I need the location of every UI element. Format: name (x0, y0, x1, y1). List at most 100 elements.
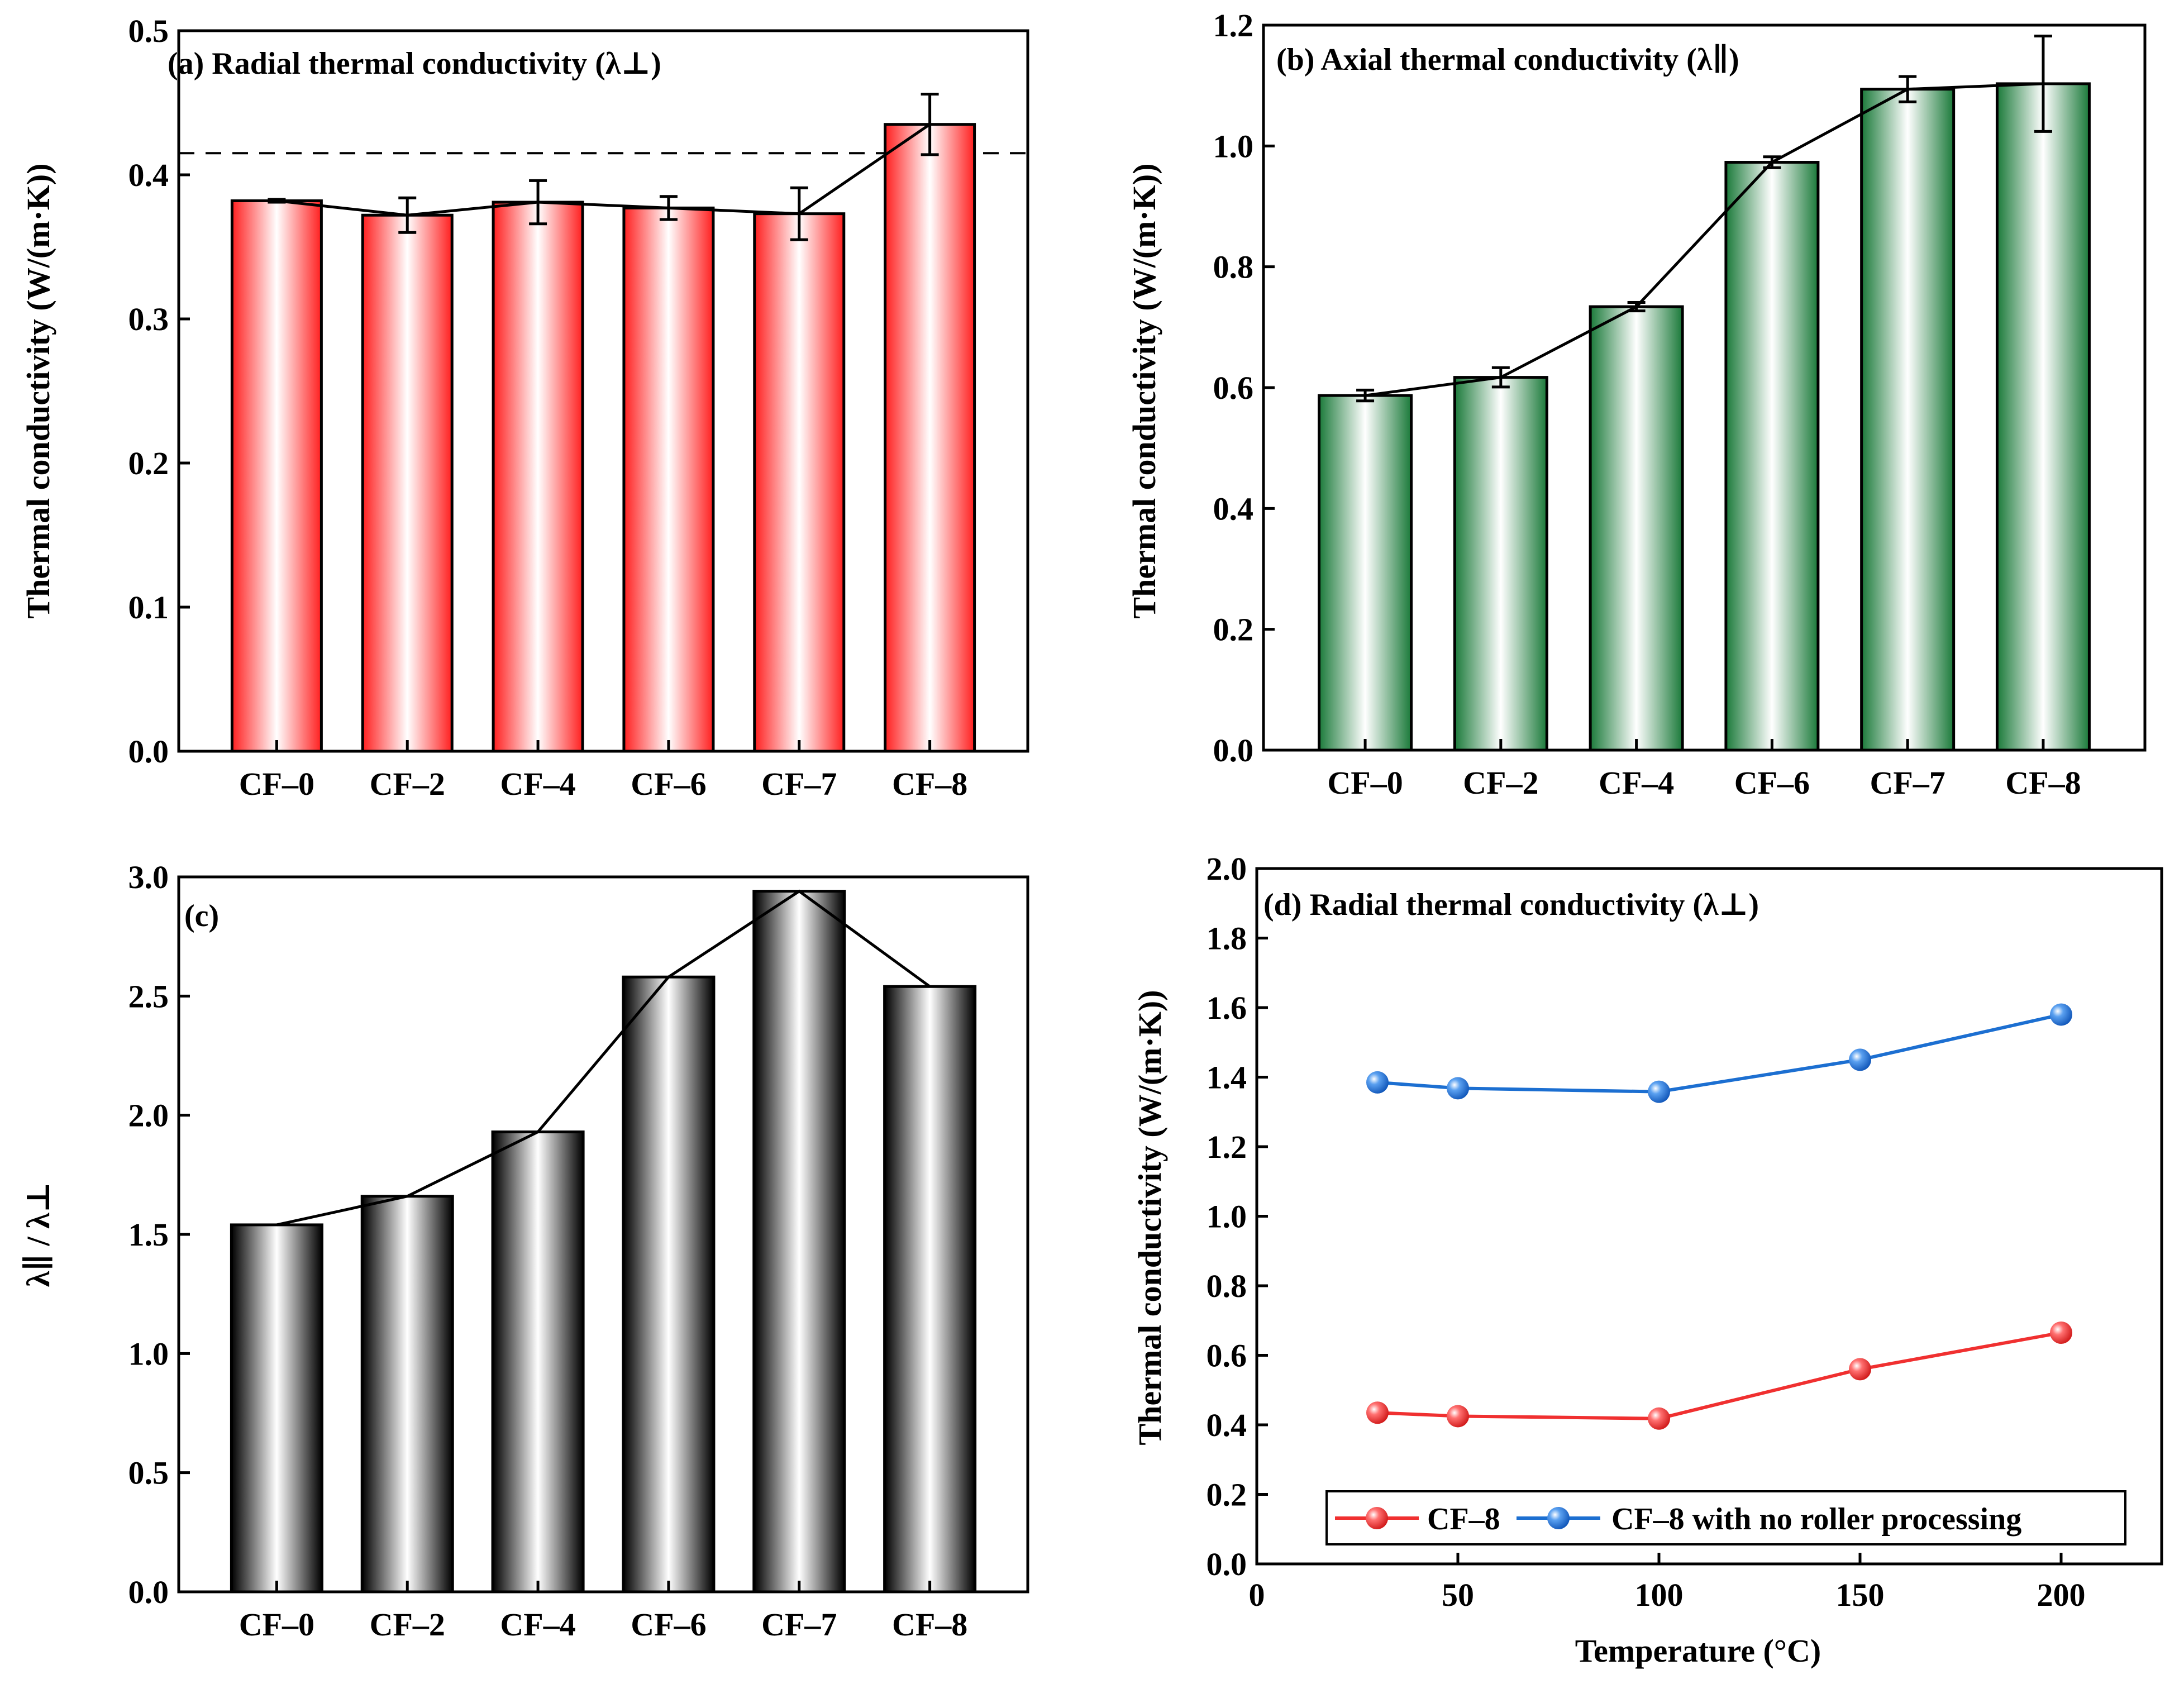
y-tick-label: 0.6 (1207, 1338, 1247, 1374)
panel-c-y-axis-label: λ∥ / λ⊥ (20, 1182, 56, 1287)
bar-cf-6 (622, 206, 715, 753)
y-tick-label: 1.6 (1207, 990, 1247, 1026)
trend-line (276, 123, 931, 217)
bar-cf-8 (884, 123, 976, 753)
y-tick-label: 0.0 (1213, 732, 1254, 769)
series-0-point (1849, 1358, 1871, 1381)
series-line-1 (1377, 1013, 2062, 1094)
series-0-point (1447, 1405, 1469, 1428)
y-tick-label: 0.0 (128, 733, 169, 770)
y-tick-label: 1.0 (1213, 128, 1254, 164)
x-tick-label: CF–4 (500, 1606, 575, 1643)
series-0-point (2050, 1322, 2072, 1344)
bar-cf-2 (1453, 376, 1548, 752)
y-tick-label: 0.0 (1207, 1546, 1247, 1582)
x-tick-label: CF–8 (892, 766, 967, 802)
bar-cf-7 (753, 212, 846, 753)
panel-d-x-axis-label: Temperature (°C) (1575, 1633, 1821, 1669)
x-tick-label: CF–0 (1327, 765, 1403, 801)
x-tick-label: CF–6 (1734, 765, 1810, 801)
y-tick-label: 0.2 (128, 445, 169, 481)
series-1-point (1366, 1071, 1389, 1094)
y-tick-label: 2.5 (128, 978, 169, 1014)
x-tick-label: CF–0 (239, 766, 314, 802)
y-tick-label: 1.2 (1213, 7, 1254, 44)
series-1-point (1849, 1048, 1871, 1071)
panel-d-temperature-chart: 0.0 0.2 0.4 0.6 0.8 1.0 1.2 1.4 1.6 1.8 2.0 0 50 100 1… (1132, 851, 2163, 1669)
x-tick-label: 100 (1635, 1577, 1684, 1613)
y-tick-label: 2.0 (128, 1098, 169, 1134)
bar-cf-0 (230, 1223, 323, 1594)
panel-a-title: (a) Radial thermal conductivity (λ⊥) (168, 46, 661, 81)
y-tick-label: 1.4 (1207, 1060, 1247, 1096)
x-tick-label: 200 (2037, 1577, 2086, 1613)
x-tick-label: CF–7 (761, 1606, 837, 1643)
bar-cf-4 (1589, 305, 1684, 752)
y-tick-label: 3.0 (128, 859, 169, 895)
trend-line (1365, 82, 2044, 397)
x-tick-label: CF–2 (370, 1606, 445, 1643)
panel-a-frame (177, 29, 1029, 753)
x-tick-label: 150 (1836, 1577, 1885, 1613)
y-tick-label: 0.0 (128, 1574, 169, 1610)
legend-box (1325, 1490, 2126, 1545)
x-tick-label: 0 (1249, 1577, 1265, 1613)
y-tick-label: 0.2 (1207, 1477, 1247, 1513)
panel-c-plot-content: 0.0 0.5 1.0 1.5 2.0 2.5 3.0 CF–0 CF–2 CF–4 CF–6 CF–… (128, 859, 977, 1643)
series-1-point (1447, 1077, 1469, 1100)
panel-c-ratio-chart: 0.0 0.5 1.0 1.5 2.0 2.5 3.0 CF–0 CF–2 CF–4 CF–6 CF–… (20, 859, 1029, 1643)
y-tick-label: 1.8 (1207, 920, 1247, 957)
bar-cf-7 (1860, 88, 1956, 752)
series-0-point (1648, 1407, 1670, 1430)
panel-b-y-axis-label: Thermal conductivity (W/(m·K)) (1126, 163, 1162, 618)
y-tick-label: 0.6 (1213, 370, 1254, 406)
bar-cf-2 (360, 1195, 454, 1594)
panel-c-frame (177, 875, 1029, 1594)
x-tick-label: CF–4 (1599, 765, 1674, 801)
y-tick-label: 1.2 (1207, 1129, 1247, 1165)
bar-cf-8 (883, 985, 977, 1594)
bar-cf-8 (1995, 82, 2091, 752)
legend-marker-no-roller (1547, 1507, 1570, 1529)
bar-cf-2 (361, 213, 454, 753)
x-tick-label: CF–6 (631, 1606, 706, 1643)
x-tick-label: CF–4 (500, 766, 575, 802)
bar-cf-0 (1318, 394, 1413, 752)
x-tick-label: CF–6 (631, 766, 706, 802)
x-tick-label: CF–7 (761, 766, 837, 802)
x-tick-label: CF–8 (2005, 765, 2081, 801)
legend-label-no-roller: CF–8 with no roller processing (1611, 1502, 2021, 1537)
x-tick-label: 50 (1442, 1577, 1474, 1613)
bar-cf-4 (492, 201, 584, 753)
y-tick-label: 0.4 (1207, 1407, 1247, 1443)
y-tick-label: 0.5 (128, 1455, 169, 1491)
y-tick-label: 0.3 (128, 301, 169, 337)
x-tick-label: CF–0 (239, 1606, 314, 1643)
y-tick-label: 1.0 (1207, 1199, 1247, 1235)
series-1-point (2050, 1003, 2072, 1026)
panel-d-plot-content: 0.0 0.2 0.4 0.6 0.8 1.0 1.2 1.4 1.6 1.8 2.0 0 50 100 1… (1207, 851, 2086, 1613)
y-tick-label: 1.5 (128, 1217, 169, 1253)
x-tick-label: CF–8 (892, 1606, 967, 1643)
series-0-point (1366, 1401, 1389, 1424)
panel-b-title: (b) Axial thermal conductivity (λ∥) (1276, 42, 1739, 77)
y-tick-label: 0.5 (128, 13, 169, 49)
panel-a-plot-content: 0.0 0.1 0.2 0.3 0.4 0.5 CF–0 CF–2 CF–4 CF–6 CF–7 CF… (128, 13, 1028, 802)
series-line-0 (1377, 1331, 2062, 1420)
bar-cf-4 (491, 1130, 585, 1594)
y-tick-label: 1.0 (128, 1335, 169, 1372)
bar-cf-6 (1724, 161, 1820, 752)
panel-d-title: (d) Radial thermal conductivity (λ⊥) (1263, 888, 1759, 922)
legend-marker-cf8 (1366, 1507, 1388, 1529)
y-tick-label: 0.1 (128, 589, 169, 626)
panel-a-radial-chart: 0.0 0.1 0.2 0.3 0.4 0.5 CF–0 CF–2 CF–4 CF–6 CF–7 CF… (20, 13, 1029, 802)
panel-c-title: (c) (184, 899, 219, 933)
panel-b-axial-chart: 0.0 0.2 0.4 0.6 0.8 1.0 1.2 CF–0 CF–2 CF–4 CF–6 CF–… (1126, 7, 2147, 801)
panel-d-frame (1255, 867, 2163, 1566)
series-1-point (1648, 1080, 1670, 1103)
y-tick-label: 0.4 (1213, 490, 1254, 527)
panel-d-y-axis-label: Thermal conductivity (W/(m·K)) (1132, 990, 1168, 1445)
panel-b-frame (1262, 23, 2147, 752)
bar-cf-6 (622, 975, 716, 1594)
